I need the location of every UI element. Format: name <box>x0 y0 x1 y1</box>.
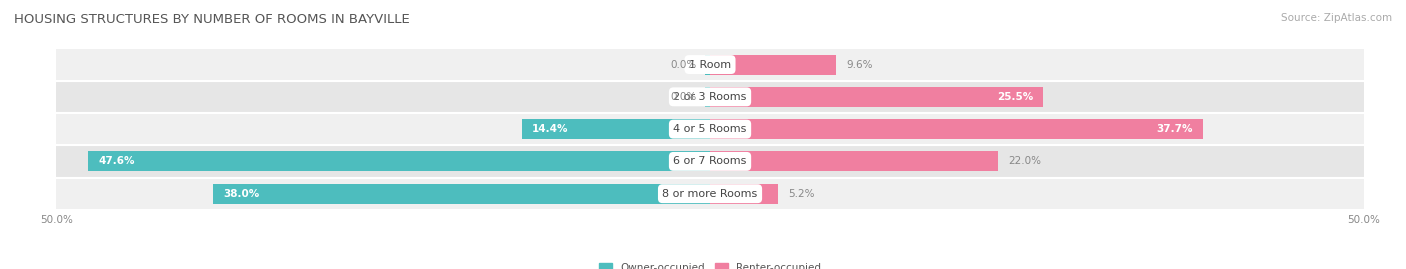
Text: 0.0%: 0.0% <box>671 59 697 70</box>
Text: 14.4%: 14.4% <box>533 124 568 134</box>
Bar <box>214 184 710 204</box>
Text: 8 or more Rooms: 8 or more Rooms <box>662 189 758 199</box>
Bar <box>710 87 1043 107</box>
Text: 5.2%: 5.2% <box>789 189 815 199</box>
Bar <box>710 151 998 171</box>
Text: 0.0%: 0.0% <box>671 92 697 102</box>
Bar <box>704 87 710 107</box>
Bar <box>522 119 710 139</box>
Bar <box>56 145 1364 178</box>
Text: 47.6%: 47.6% <box>98 156 135 167</box>
Bar <box>704 55 710 75</box>
Bar <box>710 184 778 204</box>
Text: 2 or 3 Rooms: 2 or 3 Rooms <box>673 92 747 102</box>
Text: 22.0%: 22.0% <box>1008 156 1042 167</box>
Text: 25.5%: 25.5% <box>997 92 1033 102</box>
Text: HOUSING STRUCTURES BY NUMBER OF ROOMS IN BAYVILLE: HOUSING STRUCTURES BY NUMBER OF ROOMS IN… <box>14 13 409 26</box>
Text: 9.6%: 9.6% <box>846 59 873 70</box>
Bar <box>710 119 1204 139</box>
Text: 38.0%: 38.0% <box>224 189 260 199</box>
Text: 37.7%: 37.7% <box>1156 124 1192 134</box>
Text: 1 Room: 1 Room <box>689 59 731 70</box>
Bar <box>710 55 835 75</box>
Bar <box>56 48 1364 81</box>
Bar <box>56 81 1364 113</box>
Legend: Owner-occupied, Renter-occupied: Owner-occupied, Renter-occupied <box>595 259 825 269</box>
Bar <box>56 178 1364 210</box>
Bar <box>56 113 1364 145</box>
Text: Source: ZipAtlas.com: Source: ZipAtlas.com <box>1281 13 1392 23</box>
Text: 6 or 7 Rooms: 6 or 7 Rooms <box>673 156 747 167</box>
Text: 4 or 5 Rooms: 4 or 5 Rooms <box>673 124 747 134</box>
Bar <box>87 151 710 171</box>
